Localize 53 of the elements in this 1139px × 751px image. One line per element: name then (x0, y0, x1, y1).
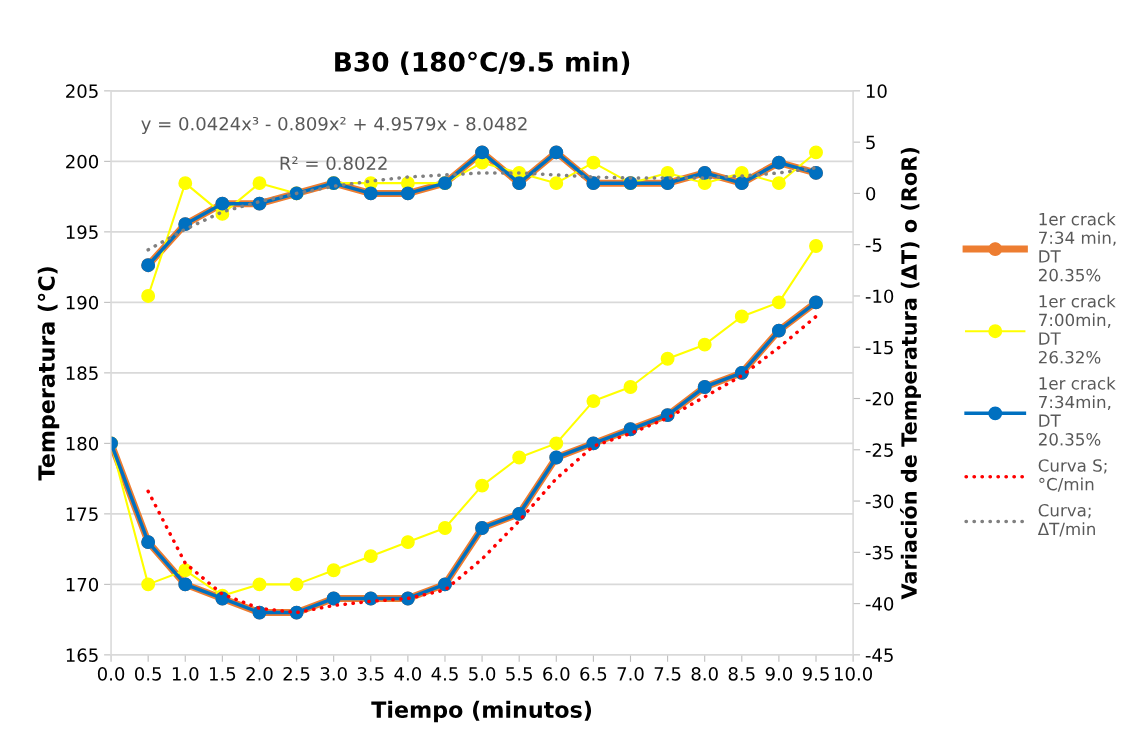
y2-tick-label: -40 (865, 597, 894, 611)
y-tick-label: 195 (66, 225, 98, 239)
x-tick-label: 1.5 (209, 667, 236, 681)
y2-tick-label: 5 (866, 135, 875, 150)
x-tick-label: 8.5 (728, 667, 755, 681)
chart-title: B30 (180°C/9.5 min) (335, 51, 630, 75)
x-tick-label: 1.0 (172, 667, 199, 681)
x-tick-label: 6.5 (580, 667, 607, 681)
y2-tick-label: -35 (865, 545, 893, 560)
x-tick-label: 9.0 (765, 667, 793, 681)
y2-tick-label: -20 (865, 391, 894, 406)
x-tick-label: 2.5 (283, 667, 310, 681)
x-tick-label: 7.5 (654, 667, 681, 681)
y-tick-label: 170 (66, 577, 99, 592)
y-tick-label: 205 (66, 84, 98, 98)
y-tick-label: 165 (66, 648, 98, 662)
y-tick-label: 200 (66, 154, 99, 169)
y2-tick-label: -25 (865, 443, 893, 457)
annotation: y = 0.0424x³ - 0.809x² + 4.9579x - 8.0482 (141, 116, 527, 135)
y-axis-title: Temperatura (°C) (37, 267, 60, 481)
legend-label: 1er crack 7:34min, DT 20.35% (1038, 376, 1116, 446)
x-tick-label: 4.0 (394, 667, 422, 681)
y-tick-label: 180 (66, 436, 99, 451)
y2-tick-label: -15 (865, 340, 893, 355)
x-tick-label: 5.0 (469, 667, 496, 681)
x-tick-label: 10.0 (834, 667, 873, 681)
x-tick-label: 3.5 (357, 667, 384, 681)
legend-label: 1er crack 7:00min, DT 26.32% (1038, 294, 1116, 364)
x-tick-label: 0.0 (97, 667, 125, 681)
y2-tick-label: -45 (865, 648, 893, 662)
x-axis-title: Tiempo (minutos) (371, 700, 592, 723)
x-tick-label: 9.5 (802, 667, 829, 681)
y2-tick-label: -30 (865, 494, 894, 509)
y-tick-label: 185 (66, 366, 98, 380)
x-tick-label: 3.0 (320, 667, 347, 681)
x-tick-label: 5.5 (506, 667, 532, 681)
x-tick-label: 4.5 (431, 667, 458, 681)
y2-tick-label: 0 (866, 186, 876, 201)
y2-tick-label: 10 (866, 84, 887, 98)
x-tick-label: 2.0 (246, 667, 273, 681)
x-tick-label: 6.0 (543, 667, 570, 681)
y-tick-label: 175 (66, 507, 98, 521)
y-tick-label: 190 (66, 295, 99, 310)
legend-label: Curva S; °C/min (1038, 459, 1107, 492)
legend-label: 1er crack 7:34 min, DT 20.35% (1038, 212, 1116, 282)
x-tick-label: 8.0 (691, 667, 718, 681)
annotation: R² = 0.8022 (280, 156, 387, 171)
y2-tick-label: -5 (865, 238, 882, 252)
x-tick-label: 7.0 (617, 667, 644, 681)
y2-tick-label: -10 (865, 289, 894, 304)
legend-label: Curva; ΔT/min (1037, 503, 1095, 537)
y2-axis-title: Variación de Temperatura (ΔT) o (RoR) (899, 147, 921, 600)
x-tick-label: 0.5 (134, 667, 161, 681)
